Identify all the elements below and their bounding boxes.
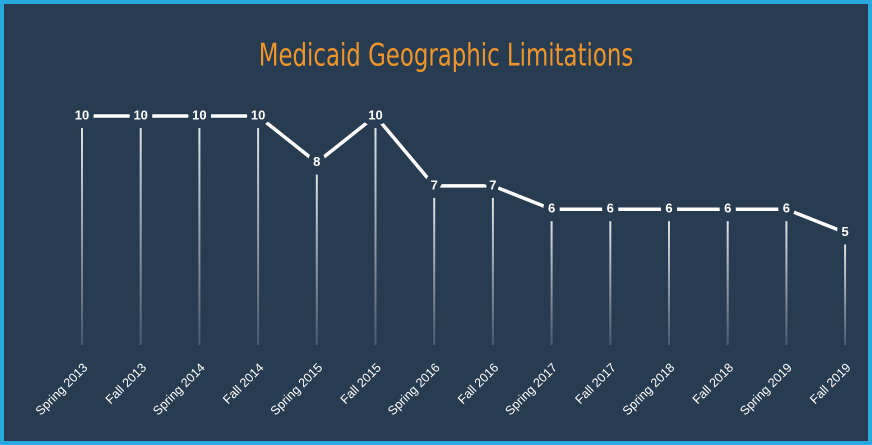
drop-line — [257, 128, 260, 345]
drop-line — [844, 244, 847, 345]
drop-line — [315, 174, 318, 345]
drop-line — [374, 128, 377, 345]
data-label: 10 — [192, 107, 206, 122]
data-label: 6 — [607, 201, 614, 216]
drop-line — [198, 128, 201, 345]
drop-line — [609, 221, 612, 345]
data-label: 10 — [75, 107, 89, 122]
chart-title: Medicaid Geographic Limitations — [259, 37, 634, 73]
data-label: 6 — [548, 201, 555, 216]
data-label: 6 — [783, 201, 790, 216]
data-label: 10 — [368, 107, 382, 122]
data-label: 5 — [841, 224, 848, 239]
data-label: 10 — [251, 107, 265, 122]
drop-line — [550, 221, 553, 345]
drop-line — [785, 221, 788, 345]
drop-line — [491, 197, 494, 345]
data-label: 7 — [489, 177, 496, 192]
data-label: 6 — [665, 201, 672, 216]
drop-line — [726, 221, 729, 345]
data-label: 6 — [724, 201, 731, 216]
data-label: 10 — [133, 107, 147, 122]
drop-line — [433, 197, 436, 345]
data-line — [82, 114, 846, 235]
drop-line — [139, 128, 142, 345]
drop-line — [81, 128, 83, 345]
data-label: 8 — [313, 154, 320, 169]
data-label: 7 — [431, 177, 438, 192]
drop-line — [668, 221, 670, 345]
